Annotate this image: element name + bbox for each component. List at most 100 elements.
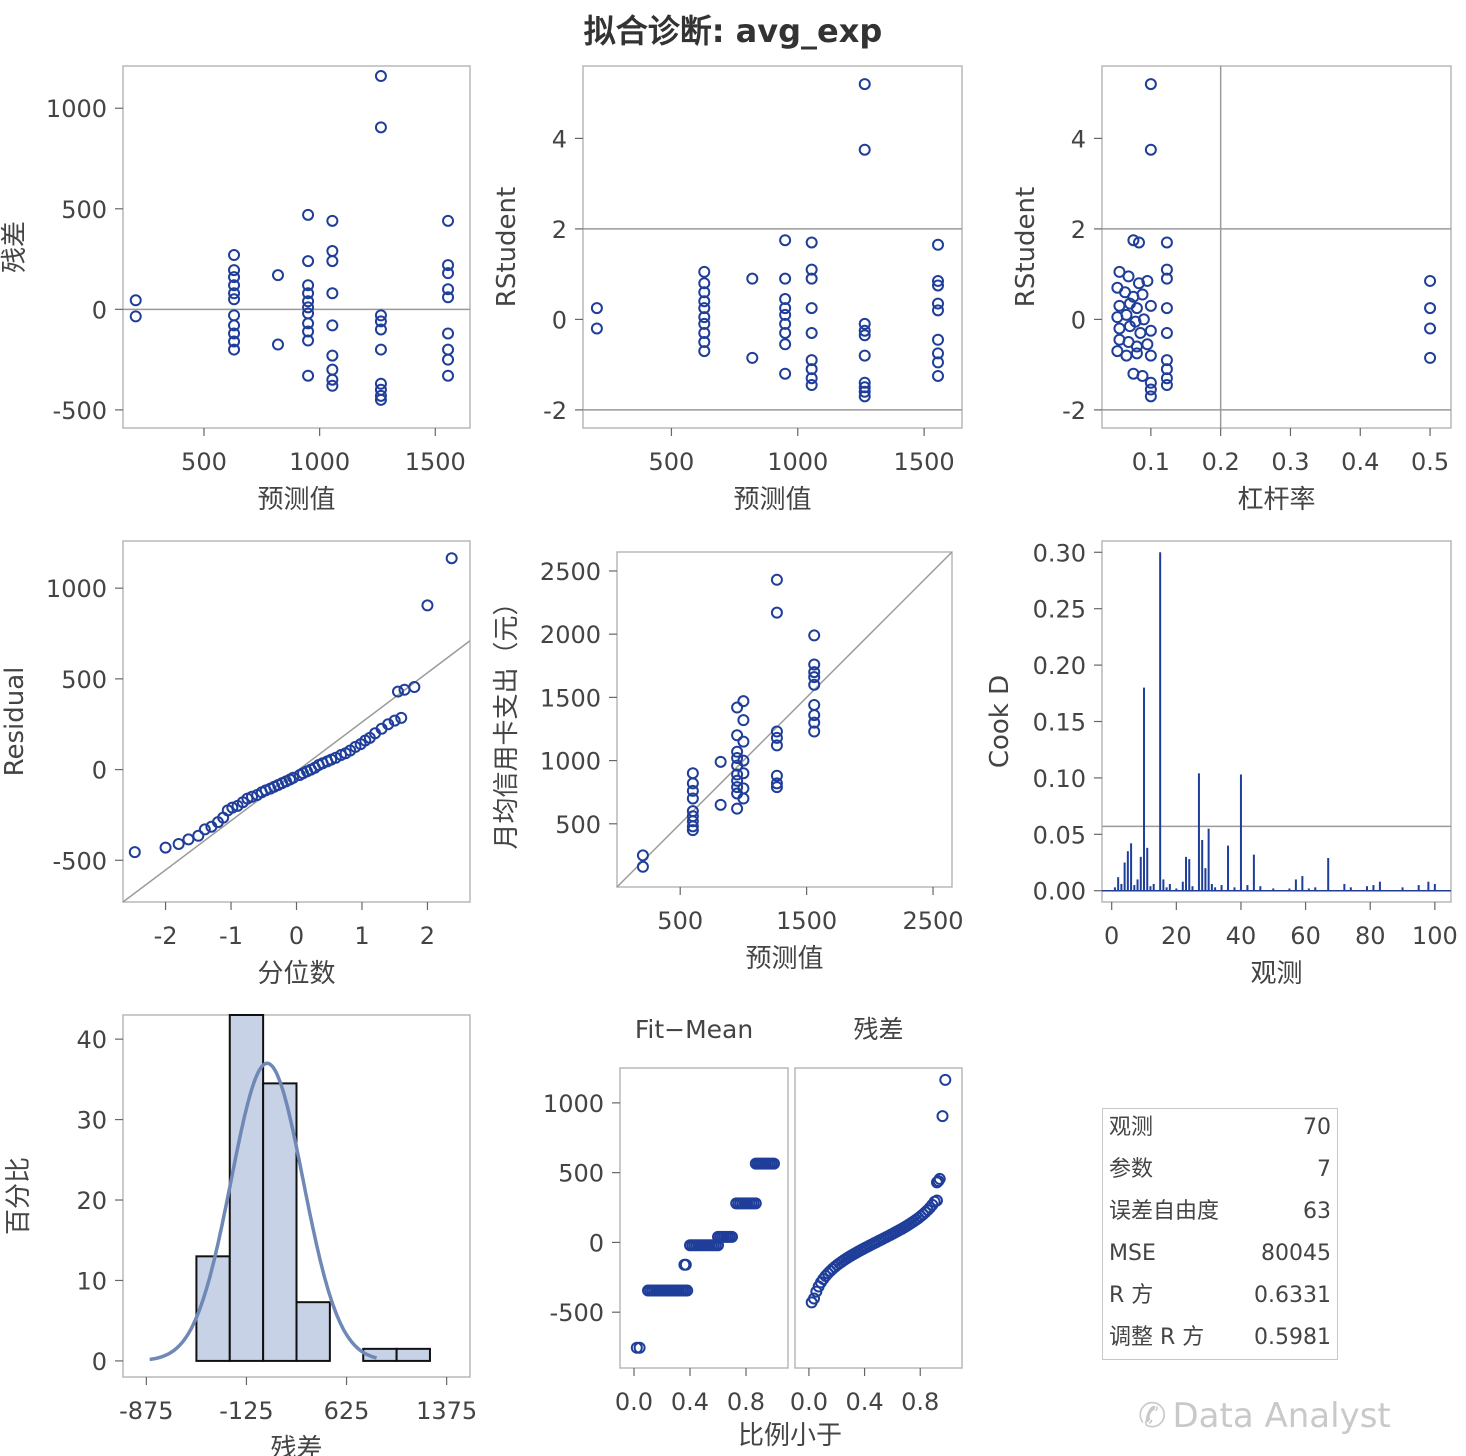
stat-label: 参数 (1109, 1157, 1154, 1182)
data-point (326, 379, 339, 392)
y-tick-label: 0.20 (1033, 652, 1086, 680)
stat-value: 70 (1303, 1115, 1331, 1140)
data-point (326, 255, 339, 268)
y-tick-label: -2 (543, 397, 567, 425)
figure-title: 拟合诊断: avg_exp (584, 12, 883, 50)
y-tick-label: 2000 (540, 621, 601, 649)
y-tick-label: 0.15 (1033, 709, 1086, 737)
reference-line (616, 551, 953, 888)
y-tick-label: 0 (1071, 306, 1086, 334)
data-point (421, 599, 434, 612)
data-point (770, 573, 783, 586)
y-tick-label: 1000 (540, 748, 601, 776)
x-tick-label: 100 (1412, 922, 1458, 950)
y-tick-label: 2 (552, 216, 567, 244)
data-point (931, 369, 944, 382)
data-point (326, 349, 339, 362)
data-point (737, 735, 750, 748)
x-tick-label: 0.5 (1411, 448, 1449, 476)
y-tick-label: 4 (1071, 125, 1086, 153)
data-point (302, 369, 315, 382)
data-point (442, 267, 455, 280)
data-point (858, 329, 871, 342)
x-tick-label: 1000 (767, 448, 828, 476)
y-tick-label: 0.00 (1033, 878, 1086, 906)
y-tick-label: -500 (53, 847, 107, 875)
x-axis-label: 杠杆率 (1237, 485, 1315, 515)
stat-value: 7 (1317, 1157, 1331, 1182)
data-point (374, 323, 387, 336)
data-point (1136, 369, 1149, 382)
x-tick-label: 0.1 (1132, 448, 1170, 476)
data-point (770, 606, 783, 619)
data-point (271, 269, 284, 282)
data-point (731, 781, 744, 794)
data-point (731, 768, 744, 781)
data-point (686, 777, 699, 790)
data-point (129, 294, 142, 307)
data-point (737, 792, 750, 805)
data-point (1141, 338, 1154, 351)
data-point (1144, 299, 1157, 312)
data-point (1134, 326, 1147, 339)
data-point (374, 343, 387, 356)
data-point (1120, 308, 1133, 321)
data-point (408, 681, 421, 694)
y-tick-label: 0 (92, 296, 107, 324)
data-point (228, 327, 241, 340)
data-point (228, 319, 241, 332)
data-point (1113, 265, 1126, 278)
stat-value: 0.6331 (1254, 1283, 1331, 1308)
x-tick-label: 0 (289, 922, 304, 950)
stat-label: R 方 (1109, 1283, 1154, 1308)
data-point (128, 846, 141, 859)
y-tick-label: 500 (61, 666, 107, 694)
data-point (770, 769, 783, 782)
data-point (1137, 313, 1150, 326)
data-point (287, 771, 300, 784)
data-point (770, 739, 783, 752)
x-tick-label: 0.4 (671, 1388, 709, 1416)
x-tick-label: -875 (119, 1397, 173, 1425)
data-point (1132, 236, 1145, 249)
x-axis-label: 预测值 (257, 485, 335, 515)
plot-frame (1101, 540, 1452, 903)
y-axis-label: RStudent (1011, 187, 1041, 307)
panel-title: Fit−Mean (635, 1015, 753, 1044)
data-point (302, 287, 315, 300)
x-tick-label: 20 (1161, 922, 1192, 950)
data-point (1144, 383, 1157, 396)
data-point (686, 767, 699, 780)
data-point (182, 833, 195, 846)
data-point (808, 1292, 821, 1305)
x-tick-label: 500 (181, 448, 227, 476)
y-tick-label: 0 (552, 306, 567, 334)
wechat-icon: ✆ (1138, 1396, 1167, 1436)
stat-label: MSE (1109, 1241, 1156, 1266)
data-point (442, 343, 455, 356)
y-tick-label: 2 (1071, 216, 1086, 244)
stat-value: 63 (1303, 1199, 1331, 1224)
data-point (808, 678, 821, 691)
data-point (326, 373, 339, 386)
stat-label: 调整 R 方 (1109, 1325, 1205, 1350)
data-point (931, 304, 944, 317)
data-point (770, 731, 783, 744)
y-tick-label: 10 (76, 1267, 107, 1295)
data-point (779, 326, 792, 339)
data-point (374, 377, 387, 390)
data-point (858, 143, 871, 156)
data-point (442, 214, 455, 227)
y-axis-label: Cook D (985, 675, 1015, 768)
data-point (1130, 302, 1143, 315)
data-point (858, 349, 871, 362)
plot-frame (582, 65, 963, 429)
y-tick-label: 1500 (540, 684, 601, 712)
x-tick-label: 0.8 (901, 1388, 939, 1416)
y-tick-label: 500 (555, 811, 601, 839)
data-point (129, 310, 142, 323)
data-point (808, 709, 821, 722)
data-point (731, 701, 744, 714)
data-point (1113, 322, 1126, 335)
data-point (1123, 320, 1136, 333)
